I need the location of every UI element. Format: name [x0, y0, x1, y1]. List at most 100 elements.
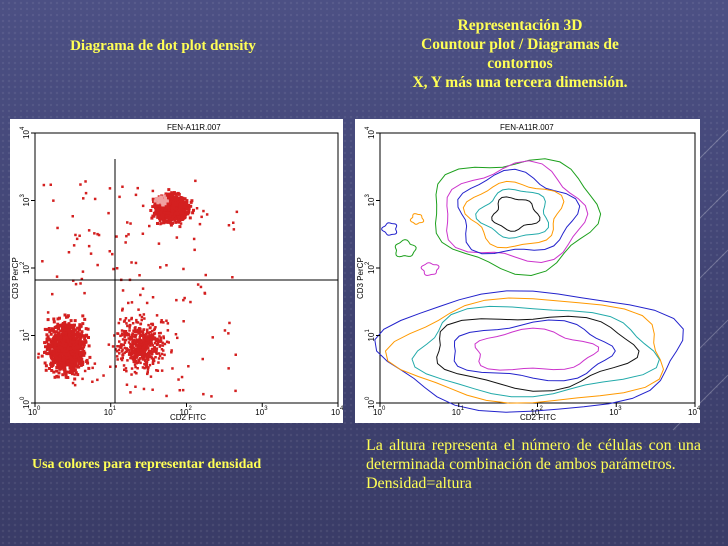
- density-dot: [167, 193, 171, 197]
- density-dot: [133, 342, 136, 345]
- y-tick-exponent: 1: [20, 329, 26, 333]
- density-dot: [61, 343, 65, 347]
- density-dot: [189, 300, 192, 304]
- density-dot: [124, 241, 127, 244]
- density-dot: [174, 333, 178, 336]
- density-dot: [135, 372, 138, 375]
- density-dot: [57, 340, 61, 344]
- density-dot: [136, 349, 140, 352]
- density-dot: [121, 338, 125, 341]
- density-dot: [139, 345, 142, 349]
- density-dot: [157, 361, 160, 364]
- density-dot: [147, 332, 150, 335]
- density-dot: [115, 350, 119, 353]
- density-dot: [148, 224, 151, 228]
- density-dot: [128, 352, 131, 355]
- x-tick-exponent: 4: [697, 406, 700, 412]
- density-dot: [85, 333, 88, 337]
- density-dot: [134, 365, 137, 369]
- density-dot: [52, 199, 55, 202]
- title-right: Representación 3D Countour plot / Diagra…: [360, 16, 680, 92]
- density-dot: [144, 366, 148, 369]
- density-dot: [82, 343, 86, 347]
- y-tick-exponent: 4: [20, 126, 26, 130]
- density-dot: [52, 335, 56, 339]
- density-dot: [62, 341, 65, 345]
- density-dot: [161, 203, 165, 207]
- density-dot: [60, 336, 64, 340]
- density-dot: [111, 252, 114, 256]
- density-dot: [167, 188, 171, 192]
- density-dot: [84, 191, 88, 195]
- density-dot: [130, 354, 133, 358]
- density-dot: [179, 222, 183, 225]
- density-dot: [135, 344, 138, 347]
- y-axis-label: CD3 PerCP: [11, 257, 20, 299]
- density-dot: [195, 207, 199, 210]
- density-dot: [75, 339, 79, 343]
- density-dot: [179, 201, 183, 205]
- density-dot: [180, 217, 184, 221]
- density-dot: [54, 333, 58, 337]
- density-dot: [71, 352, 75, 356]
- density-dot: [118, 352, 121, 355]
- density-dot: [164, 192, 168, 196]
- density-dot: [161, 341, 164, 345]
- density-dot: [147, 357, 150, 360]
- density-dot: [81, 377, 84, 381]
- density-dot: [146, 371, 149, 374]
- density-dot: [125, 234, 128, 238]
- x-tick-exponent: 2: [189, 406, 193, 412]
- density-dot: [55, 369, 59, 373]
- contour-line: [374, 290, 684, 413]
- density-dot: [82, 345, 86, 349]
- density-dot: [50, 344, 54, 348]
- density-dot: [165, 211, 169, 215]
- density-dot: [185, 206, 189, 210]
- density-dot: [62, 331, 66, 335]
- density-dot: [72, 244, 76, 247]
- density-dot: [133, 370, 137, 374]
- density-dot: [66, 351, 70, 355]
- contour-line: [446, 160, 589, 264]
- density-dot: [141, 287, 145, 290]
- density-dot: [164, 219, 168, 223]
- density-dot: [125, 383, 129, 386]
- density-dot: [151, 205, 155, 209]
- dot-plot: FEN-A11R.007 10 0 10 1 10 2 10 3 10 4100101102103…: [11, 123, 343, 422]
- density-dot: [151, 347, 154, 351]
- density-dot: [129, 356, 132, 360]
- density-dot: [59, 336, 63, 340]
- density-dot: [192, 208, 195, 212]
- density-dot: [190, 199, 194, 203]
- density-dot: [170, 191, 173, 194]
- density-dot: [74, 364, 78, 368]
- dot-plot-panel: FEN-A11R.007 10 0 10 1 10 2 10 3 10 4 10 0 10 1 10 2 10 3…: [10, 119, 343, 423]
- density-dot: [175, 195, 179, 199]
- density-dot: [75, 355, 79, 359]
- density-dot: [87, 229, 91, 232]
- density-dot: [85, 358, 89, 362]
- density-dot: [179, 210, 182, 214]
- density-dot: [69, 357, 73, 361]
- density-dot: [154, 205, 158, 209]
- density-dot: [154, 356, 157, 359]
- density-dot: [125, 369, 128, 373]
- density-dot: [124, 317, 128, 320]
- density-dot: [132, 350, 136, 353]
- density-dot: [141, 334, 144, 337]
- density-dot: [65, 349, 69, 353]
- density-dot: [125, 332, 128, 335]
- density-dot: [166, 322, 170, 325]
- density-dot: [122, 343, 126, 347]
- density-dot: [178, 219, 182, 222]
- density-dot: [130, 261, 133, 264]
- x-tick-exponent: 2: [540, 406, 544, 412]
- density-dot: [51, 292, 54, 296]
- density-dot: [154, 197, 158, 201]
- density-dot: [183, 209, 186, 213]
- density-dot: [120, 333, 124, 337]
- density-dot: [118, 195, 121, 199]
- density-dot: [136, 186, 139, 190]
